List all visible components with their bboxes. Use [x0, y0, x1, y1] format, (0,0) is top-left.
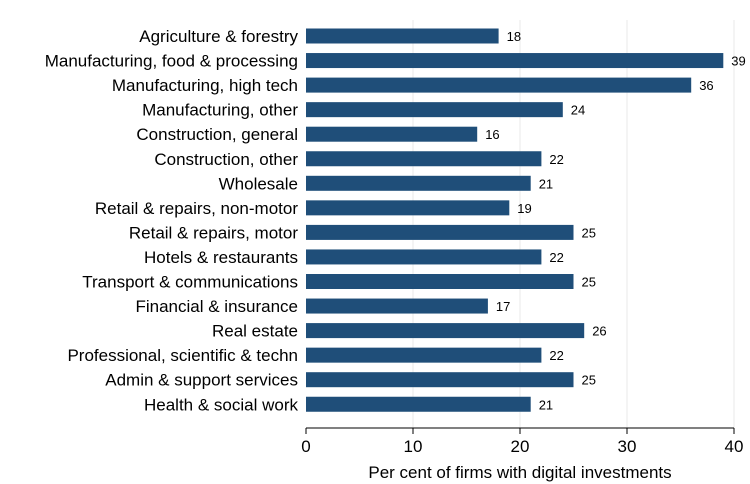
category-label: Admin & support services: [105, 371, 298, 390]
bar: [306, 151, 542, 167]
category-label: Manufacturing, high tech: [112, 76, 298, 95]
value-label: 17: [496, 299, 510, 314]
x-tick-label: 30: [618, 437, 637, 456]
category-label: Transport & communications: [82, 273, 298, 292]
bar: [306, 200, 510, 216]
bar: [306, 28, 499, 44]
value-label: 18: [507, 29, 521, 44]
category-label: Construction, other: [154, 150, 298, 169]
bar: [306, 53, 724, 69]
category-label: Financial & insurance: [135, 297, 298, 316]
value-label: 25: [582, 373, 596, 388]
category-label: Agriculture & forestry: [139, 27, 298, 46]
bar: [306, 77, 692, 93]
value-label: 19: [517, 201, 531, 216]
category-label: Wholesale: [219, 174, 298, 193]
x-tick-label: 40: [725, 437, 744, 456]
value-label: 36: [699, 78, 713, 93]
category-label: Manufacturing, food & processing: [45, 52, 298, 71]
value-label: 16: [485, 127, 499, 142]
category-label: Hotels & restaurants: [144, 248, 298, 267]
bar: [306, 126, 478, 142]
x-axis: 0 10 20 30 40: [301, 427, 744, 456]
value-label: 25: [582, 275, 596, 290]
bar: [306, 175, 531, 191]
category-label: Retail & repairs, motor: [129, 223, 298, 242]
value-label: 25: [582, 225, 596, 240]
category-label: Professional, scientific & techn: [67, 346, 298, 365]
bar: [306, 102, 563, 118]
category-label: Real estate: [212, 322, 298, 341]
category-labels: Agriculture & forestry Manufacturing, foo…: [45, 27, 299, 414]
category-label: Manufacturing, other: [142, 101, 298, 120]
category-label: Health & social work: [144, 395, 299, 414]
bar: [306, 323, 585, 339]
value-label: 22: [549, 348, 563, 363]
bar: [306, 347, 542, 363]
category-label: Retail & repairs, non-motor: [95, 199, 298, 218]
bars: [306, 28, 724, 412]
value-label: 26: [592, 324, 606, 339]
value-label: 39: [731, 54, 745, 69]
category-label: Construction, general: [136, 125, 298, 144]
value-label: 21: [539, 176, 553, 191]
x-tick-label: 20: [511, 437, 530, 456]
bar: [306, 396, 531, 412]
value-label: 22: [549, 250, 563, 265]
x-axis-title: Per cent of firms with digital investmen…: [368, 463, 671, 482]
bar: [306, 224, 574, 240]
value-label: 24: [571, 103, 585, 118]
bar: [306, 249, 542, 265]
bar: [306, 274, 574, 289]
bar: [306, 372, 574, 388]
value-labels: 18 39 36 24 16 22 21 19 25 22 25 17 26 22 25 21: [485, 29, 746, 412]
bar: [306, 298, 488, 314]
x-tick-label: 10: [404, 437, 423, 456]
value-label: 21: [539, 397, 553, 412]
x-tick-label: 0: [301, 437, 310, 456]
value-label: 22: [549, 152, 563, 167]
